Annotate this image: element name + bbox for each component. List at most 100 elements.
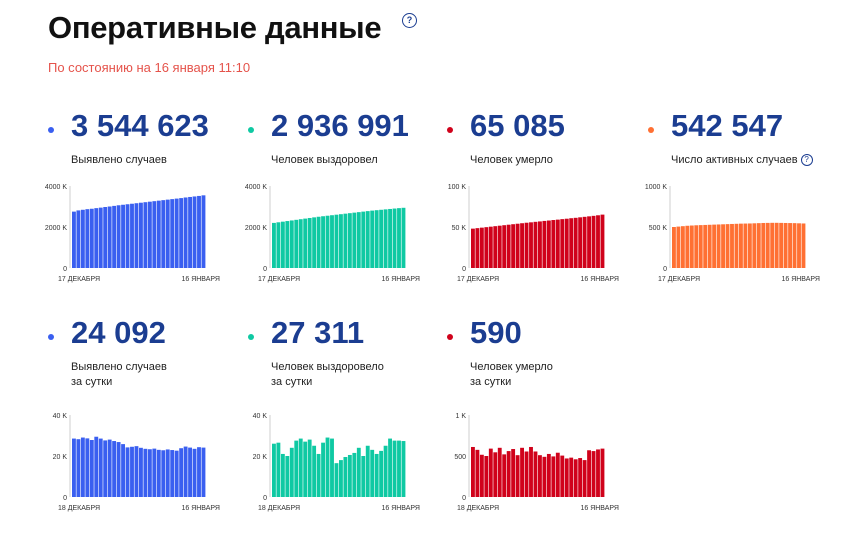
bar[interactable] xyxy=(197,447,201,497)
bar[interactable] xyxy=(533,451,538,497)
bar[interactable] xyxy=(515,223,520,268)
bar[interactable] xyxy=(511,449,516,497)
bar[interactable] xyxy=(779,222,784,268)
bar[interactable] xyxy=(774,222,779,268)
bar[interactable] xyxy=(272,443,276,497)
bar[interactable] xyxy=(788,223,792,268)
bar[interactable] xyxy=(192,196,197,268)
bar[interactable] xyxy=(161,450,166,497)
bar[interactable] xyxy=(484,227,489,268)
bar[interactable] xyxy=(298,219,303,268)
bar[interactable] xyxy=(569,457,574,497)
bar[interactable] xyxy=(312,445,317,497)
bar[interactable] xyxy=(321,216,325,268)
bar[interactable] xyxy=(80,437,85,497)
bar[interactable] xyxy=(316,453,321,497)
bar[interactable] xyxy=(551,456,556,497)
bar[interactable] xyxy=(174,198,179,268)
bar[interactable] xyxy=(139,202,143,268)
bar[interactable] xyxy=(383,445,388,497)
bar[interactable] xyxy=(321,442,325,497)
bar[interactable] xyxy=(573,459,578,497)
bar[interactable] xyxy=(374,210,379,268)
bar[interactable] xyxy=(680,226,685,268)
bar[interactable] xyxy=(289,447,294,497)
bar[interactable] xyxy=(502,225,507,268)
bar[interactable] xyxy=(116,442,121,497)
bar[interactable] xyxy=(152,201,157,268)
bar[interactable] xyxy=(591,215,596,268)
bar[interactable] xyxy=(347,454,352,497)
bar[interactable] xyxy=(756,223,761,268)
bar[interactable] xyxy=(280,453,285,497)
bar[interactable] xyxy=(388,208,392,268)
bar[interactable] xyxy=(493,226,498,268)
bar[interactable] xyxy=(600,214,605,268)
bar[interactable] xyxy=(471,446,475,497)
bar[interactable] xyxy=(139,447,143,497)
bar[interactable] xyxy=(747,223,752,268)
bar[interactable] xyxy=(370,210,375,268)
bar[interactable] xyxy=(694,225,699,268)
bar[interactable] xyxy=(739,223,743,268)
bar[interactable] xyxy=(339,460,343,497)
bar[interactable] xyxy=(156,200,161,268)
bar[interactable] xyxy=(330,215,334,268)
bar[interactable] xyxy=(725,224,730,268)
bar[interactable] xyxy=(147,201,152,268)
bar[interactable] xyxy=(596,215,600,268)
bar[interactable] xyxy=(520,447,524,497)
bar[interactable] xyxy=(703,224,708,268)
bar[interactable] xyxy=(76,210,81,268)
bar[interactable] xyxy=(294,219,299,268)
bar[interactable] xyxy=(174,450,179,497)
bar[interactable] xyxy=(484,456,489,497)
bar[interactable] xyxy=(125,204,130,268)
bar[interactable] xyxy=(379,450,384,497)
bar[interactable] xyxy=(334,463,339,497)
bar[interactable] xyxy=(272,222,276,268)
help-icon[interactable]: ? xyxy=(402,13,417,28)
bar[interactable] xyxy=(542,220,547,268)
bar[interactable] xyxy=(103,440,108,497)
bar[interactable] xyxy=(502,454,507,497)
bar[interactable] xyxy=(307,439,312,497)
bar[interactable] xyxy=(143,448,148,497)
bar[interactable] xyxy=(676,226,681,268)
bar[interactable] xyxy=(734,223,739,268)
bar[interactable] xyxy=(121,444,125,497)
bar[interactable] xyxy=(325,437,330,497)
bar[interactable] xyxy=(201,447,206,497)
bar[interactable] xyxy=(538,455,542,497)
bar[interactable] xyxy=(294,440,299,497)
bar[interactable] xyxy=(343,213,348,268)
bar[interactable] xyxy=(85,209,90,268)
bar[interactable] xyxy=(560,455,565,497)
bar[interactable] xyxy=(524,451,529,497)
bar[interactable] xyxy=(183,197,188,268)
bar[interactable] xyxy=(356,212,361,268)
bar[interactable] xyxy=(497,225,502,268)
bar[interactable] xyxy=(555,219,560,268)
bar[interactable] xyxy=(80,209,85,268)
bar[interactable] xyxy=(392,208,397,268)
bar[interactable] xyxy=(298,438,303,497)
bar[interactable] xyxy=(165,449,170,497)
bar[interactable] xyxy=(578,217,583,268)
bar[interactable] xyxy=(339,214,343,268)
bar[interactable] xyxy=(165,199,170,268)
bar[interactable] xyxy=(143,202,148,268)
bar[interactable] xyxy=(520,223,524,268)
bar[interactable] xyxy=(285,221,290,268)
bar[interactable] xyxy=(792,223,797,268)
bar[interactable] xyxy=(555,452,560,497)
bar[interactable] xyxy=(374,453,379,497)
bar[interactable] xyxy=(712,224,717,268)
bar[interactable] xyxy=(361,211,366,268)
bar[interactable] xyxy=(183,446,188,497)
bar[interactable] xyxy=(72,438,76,497)
bar[interactable] xyxy=(147,449,152,497)
bar[interactable] xyxy=(303,441,308,497)
bar[interactable] xyxy=(493,452,498,497)
bar[interactable] xyxy=(770,222,775,268)
